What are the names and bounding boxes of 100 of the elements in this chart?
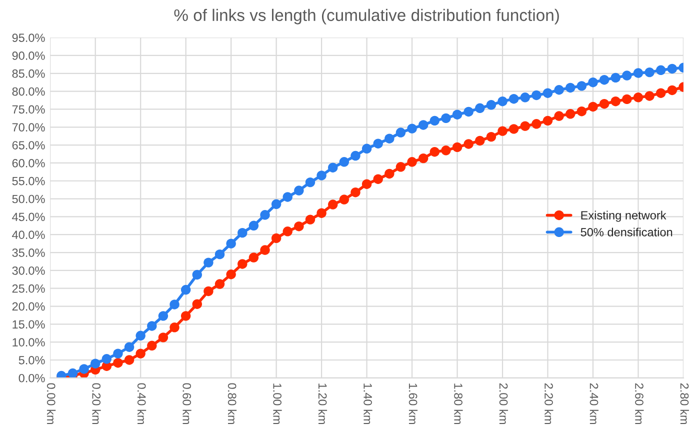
x-tick-label: 2.60 km [635, 383, 644, 424]
point [452, 110, 462, 120]
point [508, 94, 519, 104]
x-tick-label: 0.20 km [92, 383, 101, 424]
y-tick-label: 30.0% [12, 266, 45, 275]
point [248, 220, 259, 231]
point [294, 186, 304, 196]
x-tick-label: 0.00 km [46, 383, 56, 424]
point [136, 348, 146, 358]
point [192, 270, 202, 280]
x-tick-label: 2.40 km [590, 383, 598, 424]
point [464, 106, 474, 117]
point [610, 72, 620, 83]
point [667, 64, 678, 74]
x-tick-label: 1.40 km [364, 384, 372, 424]
point [599, 98, 610, 109]
y-tick-label: 25.0% [12, 284, 45, 293]
x-tick-label: 1.60 km [408, 384, 418, 424]
x-tick-label: 0.60 km [182, 383, 192, 424]
point [452, 142, 462, 152]
x-tick-label: 2.80 km [680, 383, 689, 424]
x-tick-label: 0.40 km [137, 383, 146, 424]
point [464, 139, 474, 149]
point [576, 106, 587, 116]
y-tick-label: 5.0% [18, 356, 45, 364]
point [226, 238, 236, 248]
point [430, 116, 440, 126]
point [599, 74, 610, 85]
point [520, 121, 530, 131]
point [271, 233, 282, 244]
point [180, 284, 191, 295]
y-tick-label: 85.0% [12, 69, 45, 78]
point [328, 200, 338, 210]
point [610, 96, 620, 106]
point [339, 157, 350, 167]
point [418, 120, 428, 130]
point [147, 321, 157, 331]
point [384, 168, 394, 179]
point [350, 150, 360, 161]
point [271, 199, 282, 210]
y-tick-label: 50.0% [12, 194, 45, 204]
point [430, 146, 440, 157]
point [124, 355, 134, 365]
point [113, 358, 123, 368]
point [68, 368, 78, 378]
point [226, 270, 236, 280]
point [147, 340, 157, 351]
point [373, 174, 383, 184]
point [633, 68, 644, 78]
point [486, 100, 496, 110]
point [248, 252, 259, 262]
point [566, 82, 576, 93]
point [508, 124, 519, 134]
point [667, 85, 678, 96]
x-tick-label: 2.20 km [544, 383, 554, 424]
y-tick-label: 75.0% [12, 105, 45, 114]
point [373, 138, 383, 148]
point [644, 91, 654, 101]
y-tick-label: 15.0% [12, 320, 45, 329]
point [90, 358, 100, 368]
point [396, 162, 406, 172]
point [418, 153, 428, 164]
point [192, 299, 202, 309]
point [644, 67, 654, 78]
point [282, 226, 292, 236]
point [633, 92, 644, 102]
point [656, 88, 666, 98]
point [498, 96, 508, 106]
x-tick-label: 1.20 km [318, 384, 328, 424]
y-tick-label: 40.0% [12, 230, 45, 240]
point [305, 177, 316, 188]
point [260, 210, 270, 220]
point [316, 170, 326, 180]
point [158, 311, 168, 321]
point [79, 364, 89, 374]
point [566, 109, 576, 119]
point [362, 144, 372, 154]
point [542, 116, 553, 126]
y-tick-label: 60.0% [12, 158, 45, 168]
point [350, 187, 360, 198]
point [622, 94, 632, 104]
y-tick-label: 95.0% [12, 34, 45, 42]
point [102, 354, 112, 364]
legend-label: Existing network [581, 210, 666, 222]
x-tick-label: 2.00 km [499, 383, 508, 424]
point [260, 245, 270, 255]
y-tick-label: 0.0% [18, 374, 45, 382]
point [520, 92, 530, 102]
point [238, 259, 248, 269]
y-tick-label: 65.0% [12, 141, 45, 150]
point [396, 128, 406, 138]
point [282, 192, 292, 202]
point [441, 146, 451, 156]
x-tick-label: 0.80 km [228, 383, 237, 424]
point [622, 70, 632, 80]
point [305, 214, 316, 224]
point [532, 119, 542, 129]
point [204, 286, 214, 296]
chart-title: % of links vs length (cumulative distribution function) [174, 8, 559, 24]
point [441, 113, 451, 124]
